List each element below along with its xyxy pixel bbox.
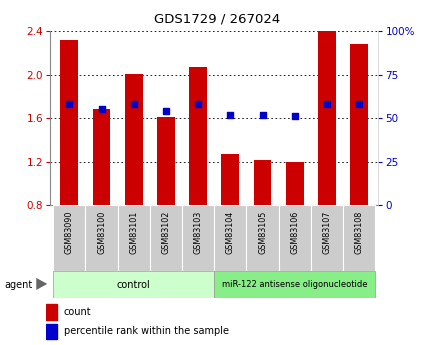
Bar — [53, 271, 214, 298]
Bar — [46, 304, 57, 319]
Point — [162, 108, 169, 113]
Bar — [85, 205, 117, 271]
Polygon shape — [36, 278, 47, 290]
Text: GSM83104: GSM83104 — [225, 210, 234, 254]
Bar — [117, 205, 149, 271]
Bar — [342, 205, 375, 271]
Text: GSM83105: GSM83105 — [257, 210, 266, 254]
Bar — [253, 159, 271, 205]
Text: GSM83103: GSM83103 — [193, 210, 202, 254]
Bar — [278, 205, 310, 271]
Text: count: count — [64, 307, 91, 317]
Point — [130, 101, 137, 107]
Text: miR-122 antisense oligonucleotide: miR-122 antisense oligonucleotide — [221, 280, 367, 289]
Bar — [157, 117, 174, 205]
Bar — [92, 109, 110, 205]
Bar — [317, 31, 335, 205]
Point — [355, 101, 362, 107]
Point — [66, 101, 72, 107]
Bar — [349, 44, 367, 205]
Bar — [46, 324, 57, 339]
Text: GDS1729 / 267024: GDS1729 / 267024 — [154, 12, 280, 25]
Point — [259, 112, 266, 118]
Bar — [246, 205, 278, 271]
Bar — [60, 40, 78, 205]
Bar — [221, 154, 239, 205]
Text: GSM83102: GSM83102 — [161, 210, 170, 254]
Text: percentile rank within the sample: percentile rank within the sample — [64, 326, 228, 336]
Bar — [214, 205, 246, 271]
Text: control: control — [117, 280, 150, 289]
Bar — [310, 205, 342, 271]
Point — [194, 101, 201, 107]
Point — [323, 101, 330, 107]
Bar — [214, 271, 375, 298]
Text: GSM83108: GSM83108 — [354, 210, 363, 254]
Bar — [189, 67, 207, 205]
Text: GSM83106: GSM83106 — [289, 210, 299, 254]
Point — [98, 107, 105, 112]
Bar — [149, 205, 181, 271]
Text: agent: agent — [4, 280, 33, 289]
Text: GSM83100: GSM83100 — [97, 210, 106, 254]
Bar — [181, 205, 214, 271]
Text: GSM83107: GSM83107 — [322, 210, 331, 254]
Bar — [53, 205, 85, 271]
Point — [291, 113, 298, 119]
Bar — [285, 162, 303, 205]
Point — [227, 112, 233, 118]
Text: GSM83101: GSM83101 — [129, 210, 138, 254]
Bar — [125, 73, 142, 205]
Text: GSM83090: GSM83090 — [65, 210, 74, 254]
